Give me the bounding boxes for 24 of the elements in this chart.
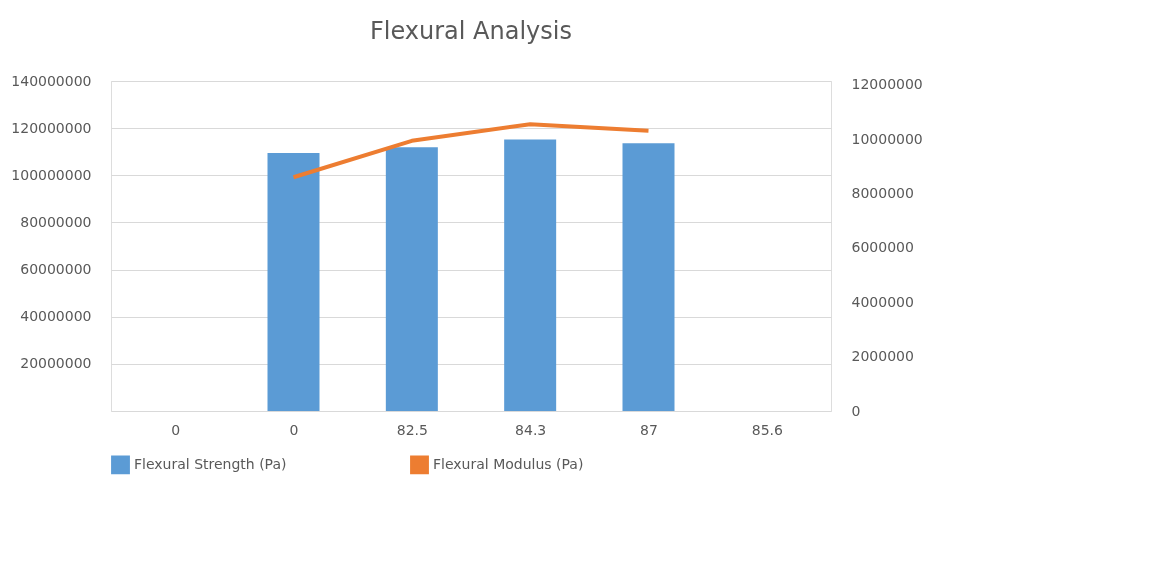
y2-tick-label: 2000000 [851,348,914,365]
y2-tick-label: 8000000 [851,185,914,202]
y2-tick-label: 6000000 [851,239,914,256]
y-tick-label: 20000000 [20,355,92,372]
x-tick-label: 0 [171,421,181,438]
y2-tick-label: 10000000 [851,130,923,147]
y-tick-label: 100000000 [11,166,92,183]
chart-title: Flexural Analysis [370,17,572,45]
y-tick-label: 60000000 [20,261,92,278]
line-series [291,122,651,180]
x-tick-label: 87 [640,421,658,438]
y2-tick-label: 12000000 [851,76,923,93]
y2-tick-label: 0 [851,402,861,419]
y-tick-label: 120000000 [11,119,92,136]
legend-label: Flexural Strength (Pa) [134,455,287,472]
y-tick-label: 40000000 [20,308,92,325]
y-tick-label: 80000000 [20,213,92,230]
x-tick-label: 84.3 [515,421,547,438]
x-tick-label: 85.6 [751,421,784,438]
y-tick-label: 140000000 [11,72,92,89]
x-tick-label: 0 [289,421,299,438]
y2-tick-label: 4000000 [851,293,914,310]
x-tick-label: 82.5 [396,421,428,438]
legend-label: Flexural Modulus (Pa) [433,455,584,472]
